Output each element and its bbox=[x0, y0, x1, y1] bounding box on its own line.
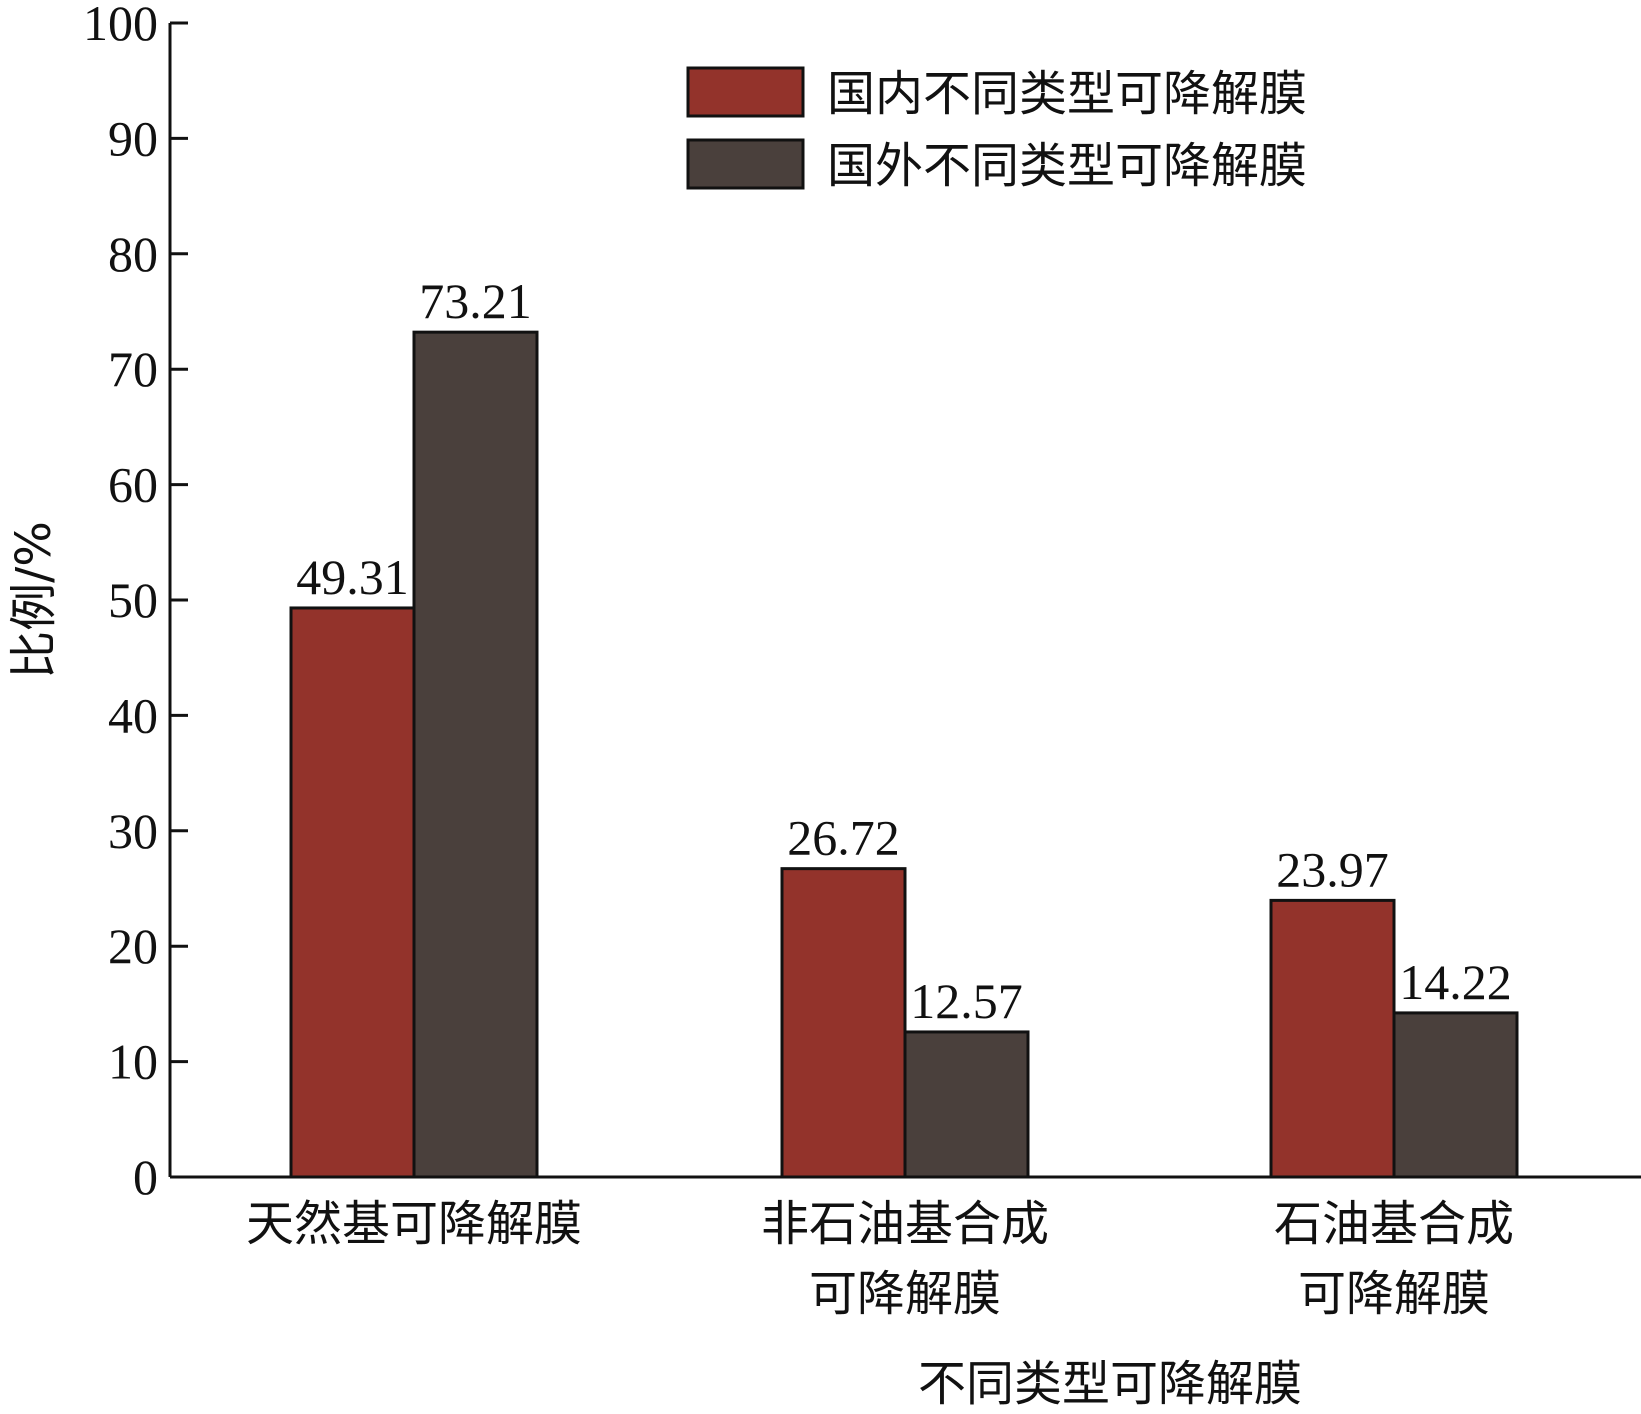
legend-swatch bbox=[686, 138, 805, 190]
y-tick-label: 10 bbox=[108, 1034, 158, 1090]
bar bbox=[903, 1030, 1030, 1179]
y-tick-label: 100 bbox=[83, 0, 158, 51]
y-tick-label: 60 bbox=[108, 457, 158, 513]
y-tick-label: 40 bbox=[108, 687, 158, 743]
value-label: 14.22 bbox=[1399, 954, 1512, 1010]
value-label: 12.57 bbox=[910, 973, 1023, 1029]
x-tick-label: 天然基可降解膜 bbox=[246, 1196, 582, 1252]
value-label: 49.31 bbox=[296, 549, 409, 605]
x-tick-label-line: 石油基合成 bbox=[1274, 1196, 1514, 1252]
bar bbox=[1269, 898, 1396, 1179]
y-tick-label: 50 bbox=[108, 572, 158, 628]
y-tick-label: 0 bbox=[133, 1149, 158, 1205]
bar bbox=[289, 606, 416, 1179]
x-tick-label-line: 非石油基合成 bbox=[761, 1196, 1049, 1252]
legend-label: 国外不同类型可降解膜 bbox=[827, 138, 1307, 194]
y-tick-label: 90 bbox=[108, 110, 158, 166]
y-tick-label: 70 bbox=[108, 341, 158, 397]
bar bbox=[780, 867, 907, 1179]
value-label: 23.97 bbox=[1276, 841, 1389, 897]
x-tick-label-line: 天然基可降解膜 bbox=[246, 1196, 582, 1252]
bar bbox=[412, 330, 539, 1179]
x-axis-label: 不同类型可降解膜 bbox=[918, 1356, 1302, 1412]
x-tick-label-line: 可降解膜 bbox=[809, 1266, 1001, 1322]
legend-swatch bbox=[686, 66, 805, 118]
y-tick-label: 30 bbox=[108, 803, 158, 859]
value-label: 73.21 bbox=[419, 273, 532, 329]
y-tick-label: 20 bbox=[108, 918, 158, 974]
y-tick-label: 80 bbox=[108, 226, 158, 282]
value-label: 26.72 bbox=[787, 810, 900, 866]
x-tick-label: 石油基合成可降解膜 bbox=[1274, 1196, 1514, 1322]
legend-label: 国内不同类型可降解膜 bbox=[827, 66, 1307, 122]
y-axis-label: 比例/% bbox=[6, 521, 62, 679]
bar bbox=[1392, 1011, 1519, 1179]
x-tick-label: 非石油基合成可降解膜 bbox=[761, 1196, 1049, 1322]
x-tick-label-line: 可降解膜 bbox=[1298, 1266, 1490, 1322]
